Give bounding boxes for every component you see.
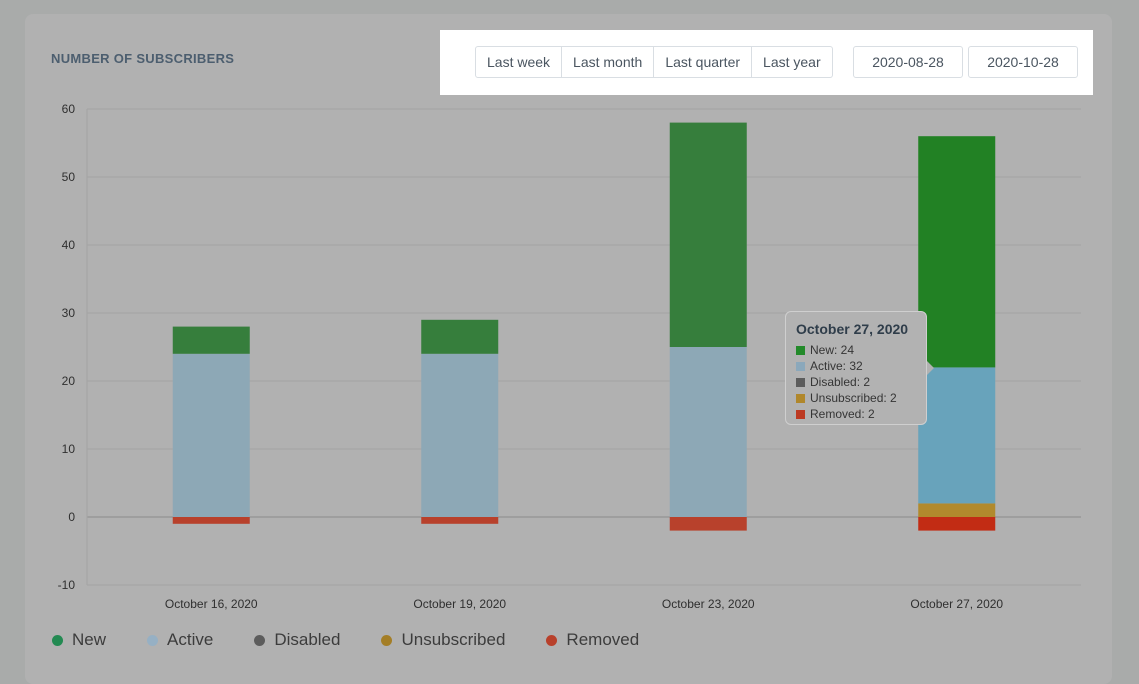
- legend-dot: [254, 634, 266, 646]
- last-year-button[interactable]: Last year: [752, 46, 833, 78]
- bar-segment-new: [421, 319, 499, 354]
- legend-item-active[interactable]: Active: [147, 630, 213, 650]
- date-from-input[interactable]: 2020-08-28: [853, 46, 963, 78]
- y-tick-label: 30: [62, 306, 76, 320]
- tooltip-label: Removed: 2: [810, 407, 875, 421]
- bar-segment-new: [918, 136, 996, 368]
- tooltip-label: New: 24: [810, 343, 855, 357]
- tooltip-swatch: [796, 409, 805, 419]
- tooltip-title: October 27, 2020: [796, 321, 909, 337]
- tooltip-row-unsubscribed: Unsubscribed: 2: [796, 390, 916, 406]
- tooltip-label: Disabled: 2: [810, 375, 871, 389]
- tooltip-label: Unsubscribed: 2: [810, 391, 897, 405]
- bar-segment-unsubscribed: [918, 503, 996, 517]
- bar-segment-active: [172, 353, 250, 517]
- bar-segment-removed: [918, 517, 996, 531]
- legend-dot: [147, 634, 159, 646]
- chart-title: NUMBER OF SUBSCRIBERS: [51, 51, 235, 66]
- tooltip-label: Active: 32: [810, 359, 863, 373]
- legend-item-unsubscribed[interactable]: Unsubscribed: [381, 630, 505, 650]
- date-to-input[interactable]: 2020-10-28: [968, 46, 1078, 78]
- tooltip-pointer: [926, 360, 934, 376]
- legend-label: Active: [167, 630, 214, 649]
- tooltip-swatch: [796, 361, 805, 371]
- tooltip-row-active: Active: 32: [796, 358, 916, 374]
- bar-segment-active: [421, 353, 499, 517]
- tooltip-swatch: [796, 393, 805, 403]
- legend-dot: [546, 634, 558, 646]
- y-tick-label: 0: [68, 510, 75, 524]
- legend-label: New: [72, 630, 107, 649]
- bar-segment-active: [669, 347, 747, 517]
- last-quarter-button[interactable]: Last quarter: [654, 46, 753, 78]
- x-tick-label: October 19, 2020: [413, 597, 506, 611]
- legend-item-disabled[interactable]: Disabled: [254, 630, 340, 650]
- bar-segment-new: [669, 122, 747, 347]
- tooltip-row-removed: Removed: 2: [796, 406, 916, 422]
- bar-segment-removed: [172, 517, 250, 524]
- y-tick-label: 20: [62, 374, 76, 388]
- y-tick-label: 50: [62, 170, 76, 184]
- legend-label: Unsubscribed: [401, 630, 506, 649]
- tooltip-row-new: New: 24: [796, 342, 916, 358]
- x-tick-label: October 23, 2020: [662, 597, 755, 611]
- chart-legend: New Active Disabled Unsubscribed Removed: [52, 630, 680, 650]
- y-tick-label: 40: [62, 238, 76, 252]
- x-tick-label: October 16, 2020: [165, 597, 258, 611]
- bar-segment-removed: [421, 517, 499, 524]
- legend-dot: [52, 634, 63, 646]
- last-month-button[interactable]: Last month: [562, 46, 655, 78]
- tooltip-row-disabled: Disabled: 2: [796, 374, 916, 390]
- date-range-toolbar: Last week Last month Last quarter Last y…: [440, 30, 1093, 95]
- legend-label: Disabled: [274, 630, 341, 649]
- tooltip-swatch: [796, 345, 805, 355]
- legend-dot: [381, 634, 393, 646]
- tooltip-swatch: [796, 377, 805, 387]
- bar-segment-new: [172, 326, 250, 354]
- y-tick-label: -10: [58, 578, 76, 592]
- bar-segment-active: [918, 367, 996, 504]
- last-week-button[interactable]: Last week: [475, 46, 563, 78]
- y-tick-label: 60: [62, 102, 76, 116]
- x-tick-label: October 27, 2020: [910, 597, 1003, 611]
- legend-item-removed[interactable]: Removed: [546, 630, 639, 650]
- range-button-group: Last week Last month Last quarter Last y…: [475, 46, 833, 78]
- bar-segment-removed: [669, 517, 747, 531]
- legend-label: Removed: [566, 630, 640, 649]
- legend-item-new[interactable]: New: [52, 630, 106, 650]
- y-tick-label: 10: [62, 442, 76, 456]
- chart-tooltip: October 27, 2020 New: 24 Active: 32 Disa…: [785, 311, 927, 425]
